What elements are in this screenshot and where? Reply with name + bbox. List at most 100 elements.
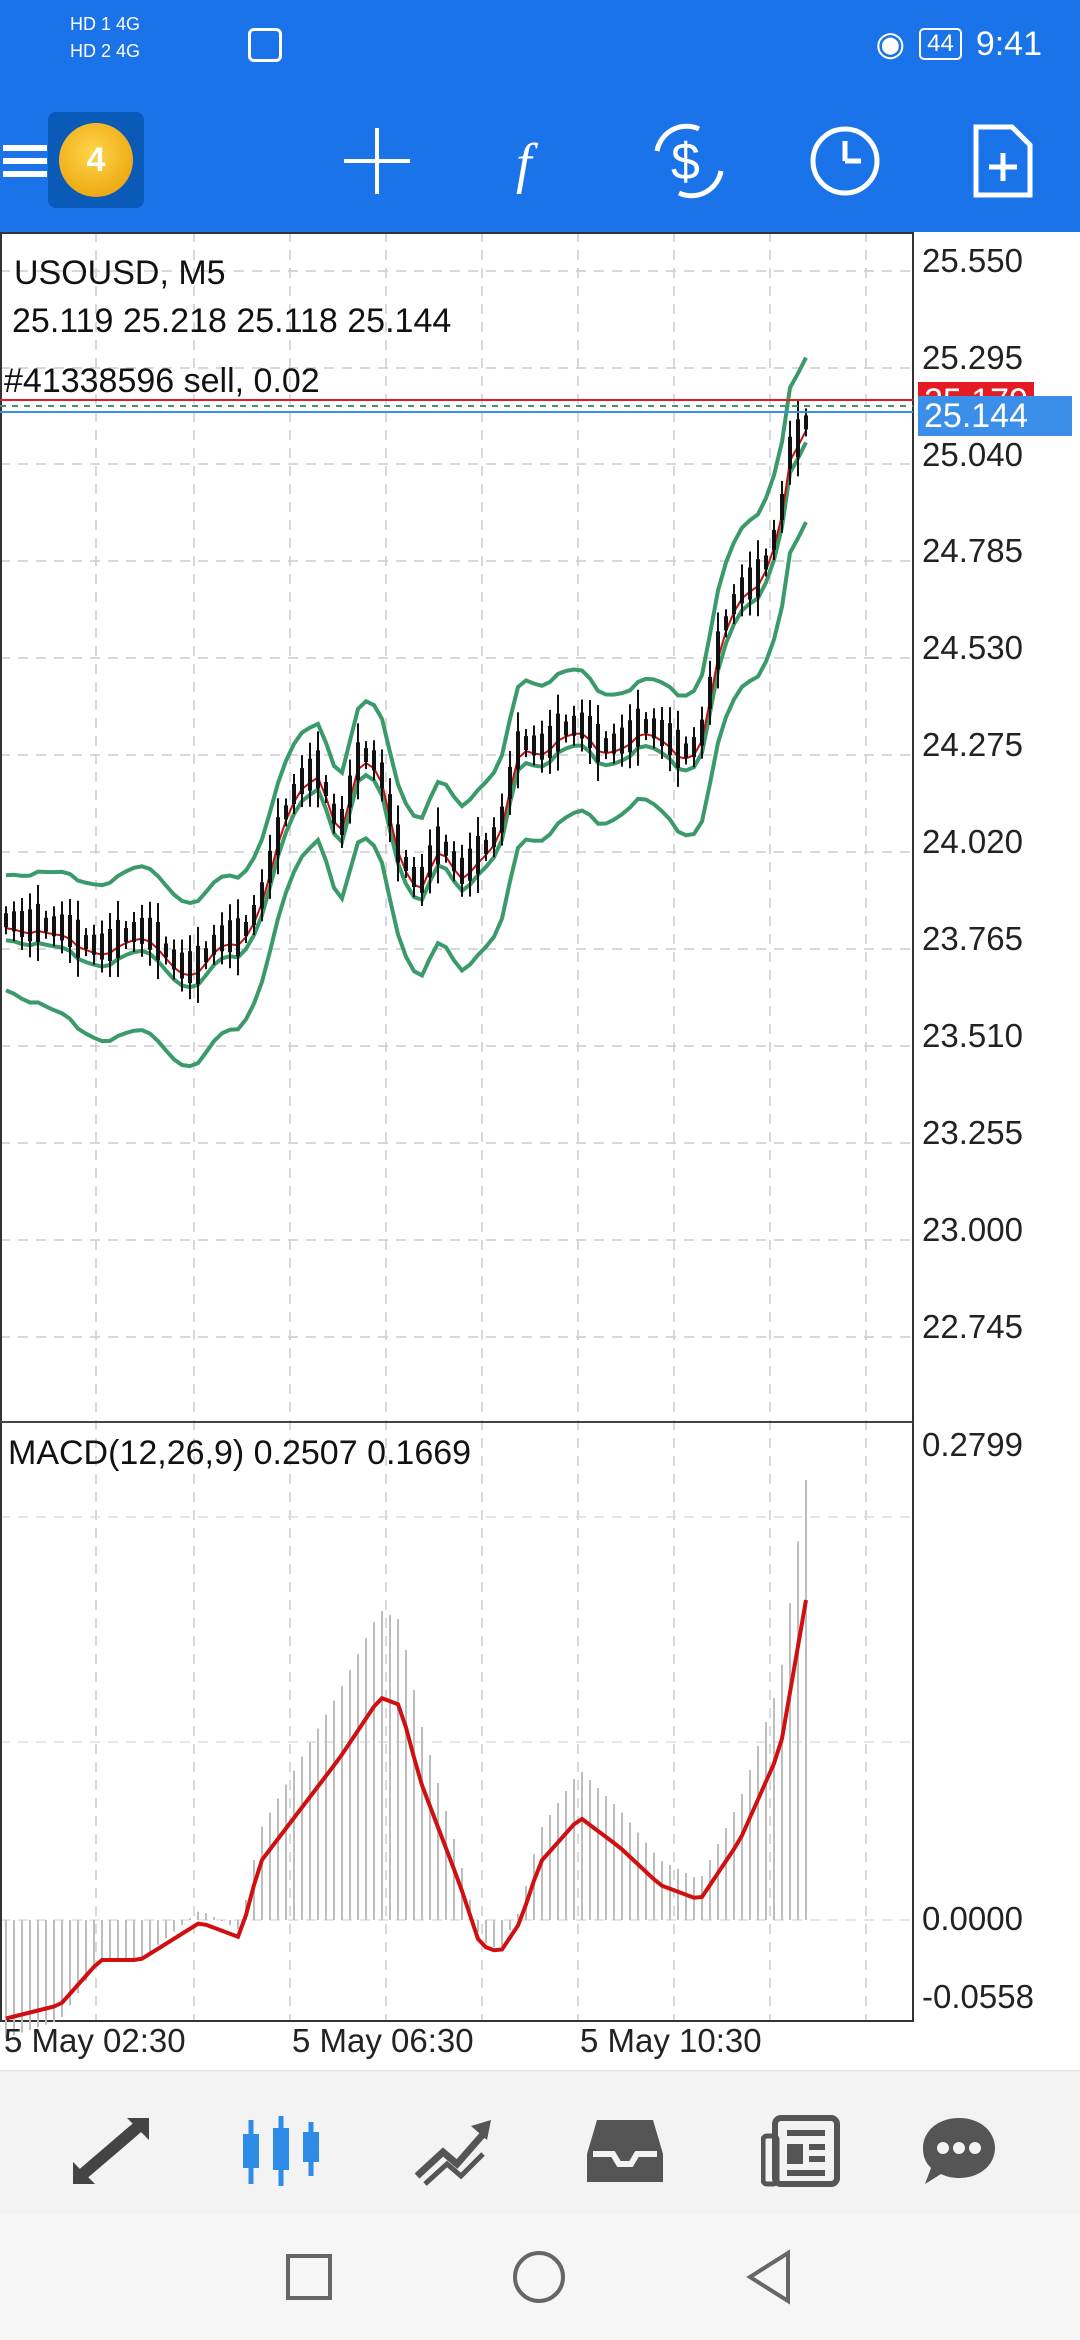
current-price-badge: 25.144 <box>918 396 1072 436</box>
candle-body <box>564 721 568 736</box>
macd-bar <box>765 1722 767 1920</box>
candle-body <box>404 856 408 871</box>
back-icon <box>746 2249 790 2305</box>
network-sim2: HD 2 4G <box>70 41 141 61</box>
macd-bar <box>453 1839 455 1920</box>
new-order-button[interactable] <box>948 106 1058 216</box>
candle-body <box>580 712 584 739</box>
macd-bar <box>565 1791 567 1920</box>
macd-bar <box>181 1920 183 1925</box>
macd-bar <box>629 1822 631 1920</box>
candle-body <box>180 952 184 979</box>
time-label-2: 5 May 06:30 <box>292 2022 474 2059</box>
candle-body <box>476 835 480 874</box>
candle-body <box>140 917 144 944</box>
candle-body <box>4 913 8 928</box>
macd-bar <box>669 1865 671 1920</box>
trade-button[interactable]: $ <box>634 106 744 216</box>
macd-bar <box>397 1619 399 1920</box>
app-logo[interactable]: 4 <box>48 112 144 208</box>
candle-body <box>764 555 768 570</box>
indicators-button[interactable]: f <box>478 106 588 216</box>
candle-body <box>644 719 648 734</box>
candle-body <box>324 782 328 797</box>
macd-bar <box>237 1920 239 1929</box>
macd-bar <box>37 1920 39 2028</box>
macd-bar <box>677 1869 679 1920</box>
eye-icon: ◉ <box>875 25 906 63</box>
price-tick: 24.275 <box>922 726 1023 763</box>
macd-bar <box>645 1842 647 1920</box>
candle-body <box>300 768 304 795</box>
bollinger-bands <box>5 356 808 1069</box>
nav-quotes[interactable] <box>66 2111 156 2191</box>
macd-bar <box>421 1727 423 1920</box>
candle-body <box>532 735 536 756</box>
macd-bar <box>341 1686 343 1920</box>
clock-icon <box>810 126 880 196</box>
macd-bar <box>381 1611 383 1920</box>
macd-bar <box>549 1815 551 1920</box>
price-chart[interactable] <box>0 232 1080 2067</box>
candle-body <box>52 916 56 937</box>
nav-trade[interactable] <box>408 2111 498 2191</box>
candle-body <box>268 850 272 883</box>
candle-body <box>244 922 248 937</box>
chat-icon <box>923 2118 995 2184</box>
macd-bar <box>517 1914 519 1920</box>
nav-news[interactable] <box>756 2111 846 2191</box>
candle-body <box>588 716 592 749</box>
menu-button[interactable] <box>0 106 80 216</box>
period-button[interactable] <box>790 106 900 216</box>
macd-bar <box>157 1920 159 1945</box>
macd-bar <box>589 1780 591 1920</box>
candle-body <box>156 922 160 961</box>
home-button[interactable] <box>504 2242 574 2312</box>
system-navigation <box>0 2214 1080 2340</box>
macd-histogram <box>5 1480 808 2038</box>
recents-button[interactable] <box>274 2242 344 2312</box>
macd-tick-min: -0.0558 <box>922 1978 1034 2015</box>
macd-bar <box>165 1920 167 1939</box>
candle-body <box>236 918 240 957</box>
macd-bar <box>741 1794 743 1920</box>
back-button[interactable] <box>734 2242 804 2312</box>
candle-body <box>452 851 456 872</box>
candle-body <box>796 419 800 458</box>
candle-body <box>164 943 168 958</box>
macd-bar <box>661 1861 663 1920</box>
macd-bar <box>301 1756 303 1920</box>
nav-history[interactable] <box>580 2111 670 2191</box>
macd-tick-max: 0.2799 <box>922 1426 1023 1463</box>
macd-bar <box>269 1812 271 1920</box>
indicators-icon: f <box>516 133 539 195</box>
candle-body <box>340 808 344 835</box>
price-tick: 22.745 <box>922 1308 1023 1345</box>
macd-bar <box>365 1638 367 1920</box>
nav-chat[interactable] <box>914 2111 1004 2191</box>
candle-body <box>604 738 608 753</box>
time-label-1: 5 May 02:30 <box>4 2022 186 2059</box>
macd-bar <box>173 1920 175 1932</box>
crosshair-button[interactable] <box>322 106 432 216</box>
battery-icon: 44 <box>919 28 962 60</box>
candle-body <box>172 949 176 970</box>
candle-body <box>660 720 664 747</box>
macd-bar <box>709 1860 711 1920</box>
nav-chart[interactable] <box>236 2111 326 2191</box>
chart-grid <box>0 232 913 2022</box>
quotes-icon <box>73 2118 149 2184</box>
macd-bar <box>285 1784 287 1920</box>
macd-bar <box>141 1920 143 1959</box>
chart-frame <box>0 232 914 2022</box>
macd-bar <box>613 1804 615 1920</box>
candle-body <box>804 415 808 430</box>
macd-bar <box>733 1812 735 1920</box>
candle-body <box>92 934 96 955</box>
candle-body <box>684 743 688 758</box>
candle-body <box>308 758 312 791</box>
macd-bar <box>413 1690 415 1920</box>
order-label[interactable]: #41338596 sell, 0.02 <box>4 362 320 400</box>
candle-body <box>516 731 520 770</box>
inbox-icon <box>587 2120 663 2182</box>
